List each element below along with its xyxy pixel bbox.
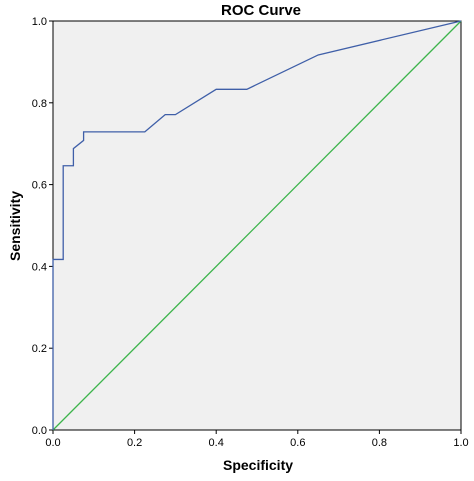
x-tick-label: 0.6 — [290, 437, 305, 449]
x-axis-label: Specificity — [223, 457, 293, 473]
y-tick-label: 0.8 — [32, 98, 47, 110]
x-tick-label: 0.4 — [209, 437, 224, 449]
y-tick-label: 0.6 — [32, 180, 47, 192]
roc-curve-line — [52, 20, 462, 430]
y-tick-label: 0.4 — [32, 261, 47, 273]
series-layer — [52, 20, 462, 431]
y-axis-label: Sensitivity — [7, 191, 23, 261]
x-tick-label: 0.0 — [45, 437, 60, 449]
y-tick-label: 1.0 — [32, 16, 47, 28]
x-tick-label: 0.2 — [127, 437, 142, 449]
chart-title: ROC Curve — [221, 2, 301, 19]
x-tick-label: 1.0 — [453, 437, 468, 449]
x-axis-ticks: 0.0 0.2 0.4 0.6 0.8 1.0 — [45, 430, 469, 449]
x-tick-label: 0.8 — [372, 437, 387, 449]
y-axis-ticks: 0.0 0.2 0.4 0.6 0.8 1.0 — [32, 16, 53, 437]
reference-diagonal-line — [52, 20, 462, 431]
y-tick-label: 0.2 — [32, 343, 47, 355]
y-tick-label: 0.0 — [32, 425, 47, 437]
